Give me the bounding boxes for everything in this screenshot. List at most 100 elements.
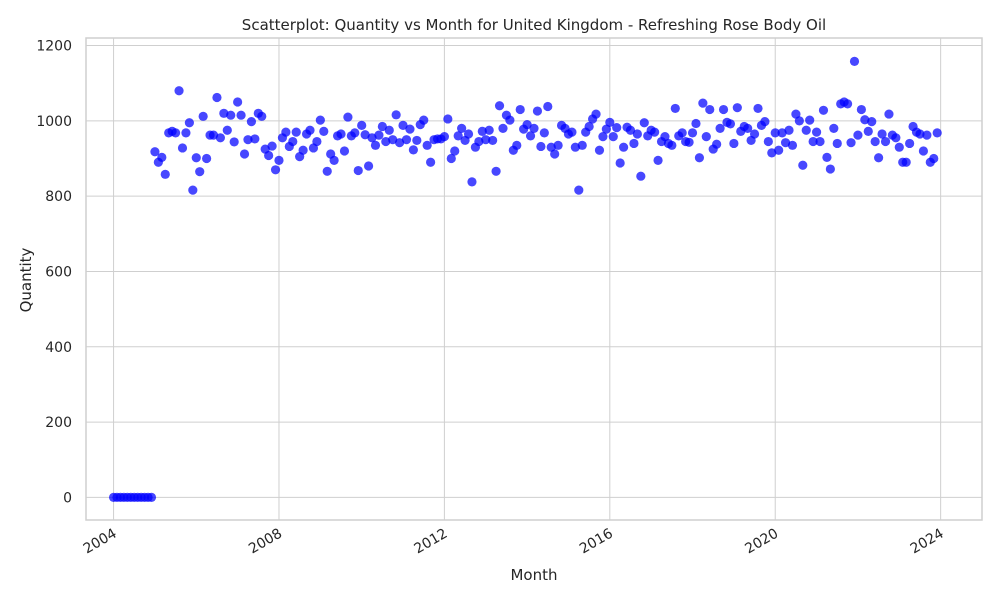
x-tick-labels: 2004 2008 2012 2016 2020 2024	[81, 526, 947, 558]
data-point	[884, 109, 894, 119]
data-point	[732, 103, 742, 113]
data-point	[763, 136, 773, 147]
data-point	[381, 136, 391, 147]
data-point	[291, 127, 301, 137]
data-point	[377, 121, 387, 132]
data-point	[171, 128, 181, 138]
data-point	[901, 157, 911, 167]
data-point	[801, 125, 811, 135]
data-point	[484, 125, 494, 135]
data-point	[339, 146, 350, 156]
data-point	[264, 150, 274, 161]
data-point	[546, 142, 556, 152]
data-point	[825, 164, 835, 174]
data-point	[360, 130, 370, 140]
data-point	[157, 152, 167, 162]
data-point	[443, 114, 453, 124]
data-point	[694, 153, 705, 163]
data-point	[374, 130, 384, 140]
data-point	[422, 140, 432, 150]
data-point	[250, 134, 260, 144]
data-point	[236, 110, 246, 120]
data-point	[832, 138, 842, 149]
data-point	[667, 140, 677, 150]
data-point	[494, 101, 505, 111]
data-point	[233, 97, 243, 107]
data-point	[536, 141, 546, 152]
data-point	[181, 128, 191, 138]
data-point	[388, 135, 398, 145]
data-point	[243, 135, 253, 145]
data-point	[794, 116, 804, 126]
y-grid	[86, 45, 982, 498]
data-point	[612, 123, 622, 133]
data-point	[150, 147, 160, 157]
x-tick-label: 2004	[81, 526, 120, 558]
data-point	[426, 157, 436, 167]
data-point	[515, 104, 525, 115]
data-point	[226, 110, 236, 120]
data-point	[319, 126, 329, 136]
data-point	[712, 139, 722, 149]
data-point	[629, 138, 639, 149]
data-point	[177, 143, 188, 153]
data-point	[525, 131, 536, 141]
data-point	[725, 119, 736, 129]
data-point	[684, 137, 694, 147]
data-point	[877, 129, 887, 139]
data-point	[915, 129, 925, 139]
data-point	[860, 115, 870, 125]
data-point	[770, 128, 780, 138]
data-point	[584, 121, 594, 132]
data-point	[512, 140, 522, 150]
data-point	[281, 127, 291, 137]
data-point	[146, 492, 157, 503]
data-point	[343, 112, 353, 122]
data-point	[522, 120, 532, 130]
data-point	[767, 148, 777, 158]
data-point	[219, 108, 229, 118]
plot-frame	[85, 37, 983, 521]
data-point	[760, 116, 770, 127]
data-point	[367, 133, 377, 143]
data-point	[829, 123, 839, 133]
x-tick-label: 2020	[742, 526, 781, 558]
data-point	[198, 111, 208, 121]
data-point	[457, 123, 467, 133]
y-tick-label: 0	[63, 490, 72, 506]
data-point	[363, 161, 374, 171]
data-point	[505, 115, 515, 125]
data-point	[594, 145, 605, 155]
data-point	[288, 136, 298, 147]
x-axis-label: Month	[510, 566, 557, 584]
data-point	[791, 109, 801, 119]
data-point	[843, 99, 853, 109]
data-point	[370, 140, 381, 150]
data-point	[539, 128, 549, 138]
data-point	[591, 109, 601, 119]
data-point	[357, 120, 367, 130]
data-point	[784, 125, 794, 135]
data-point	[653, 155, 663, 165]
data-point	[463, 129, 474, 139]
data-point	[450, 146, 460, 156]
y-tick-label: 600	[45, 264, 72, 280]
data-point	[467, 177, 477, 187]
data-point	[891, 133, 901, 143]
data-point	[677, 128, 687, 138]
data-point	[350, 128, 360, 138]
data-point	[160, 169, 170, 179]
data-point	[353, 165, 363, 176]
data-point	[608, 132, 618, 142]
data-point	[384, 125, 394, 135]
data-point	[419, 115, 429, 125]
data-point	[298, 145, 308, 155]
y-tick-labels: 0 200 400 600 800 1000 1200	[36, 39, 72, 507]
data-point	[880, 136, 891, 147]
data-point	[408, 145, 418, 155]
data-point	[315, 115, 325, 125]
data-point	[698, 98, 708, 108]
data-point	[918, 146, 929, 156]
